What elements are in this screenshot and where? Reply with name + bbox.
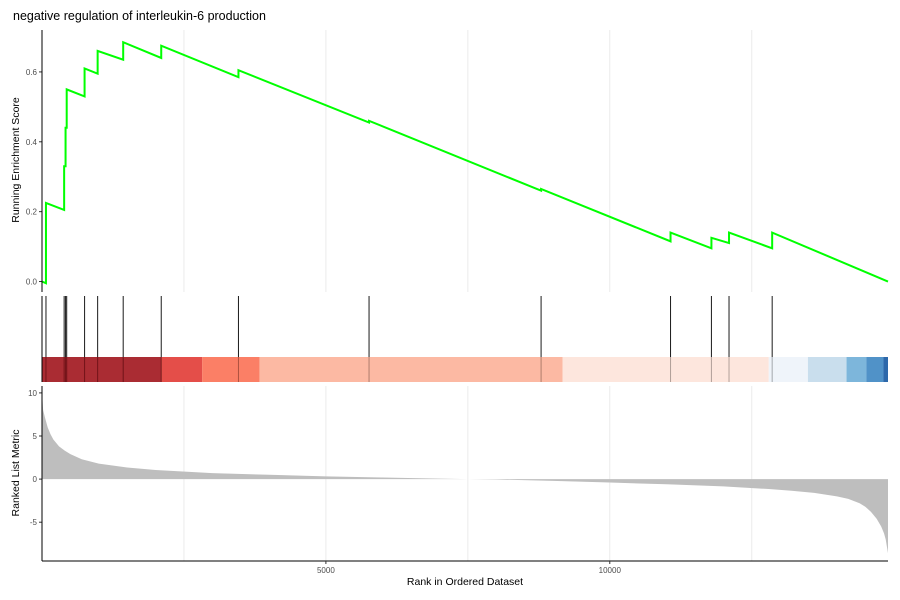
heatmap-segment	[259, 357, 563, 382]
x-tick-label: 5000	[317, 566, 335, 575]
y-tick-label: 0.2	[26, 208, 38, 217]
x-axis-label: Rank in Ordered Dataset	[406, 576, 524, 588]
heatmap-segment	[42, 357, 162, 382]
y-tick-label: 0	[33, 475, 38, 484]
heatmap-segment	[768, 357, 808, 382]
heatmap-segment	[866, 357, 884, 382]
heatmap-segment	[846, 357, 867, 382]
y-tick-label: -5	[30, 518, 38, 527]
rank-heatmap-panel	[42, 357, 888, 382]
y-tick-label: 0.4	[26, 138, 38, 147]
y-tick-label: 5	[33, 432, 38, 441]
heatmap-segment	[562, 357, 769, 382]
x-tick-label: 10000	[599, 566, 622, 575]
heatmap-segment	[202, 357, 260, 382]
y-tick-label: 0.0	[26, 278, 38, 287]
ranked-metric-area	[42, 392, 888, 554]
enrichment-score-line	[41, 40, 889, 285]
heatmap-segment	[807, 357, 847, 382]
y-tick-label: 10	[28, 389, 37, 398]
running-score-panel	[41, 40, 889, 285]
y-tick-label: 0.6	[26, 68, 38, 77]
chart-title: negative regulation of interleukin-6 pro…	[13, 9, 266, 23]
grid-lines	[183, 30, 753, 561]
axes: 0.0 0.2 0.4 0.6 -5 0 5 10 5000 10000	[26, 30, 888, 575]
ranked-metric-panel	[42, 392, 888, 554]
heatmap-segment	[883, 357, 888, 382]
heatmap-segment	[161, 357, 203, 382]
